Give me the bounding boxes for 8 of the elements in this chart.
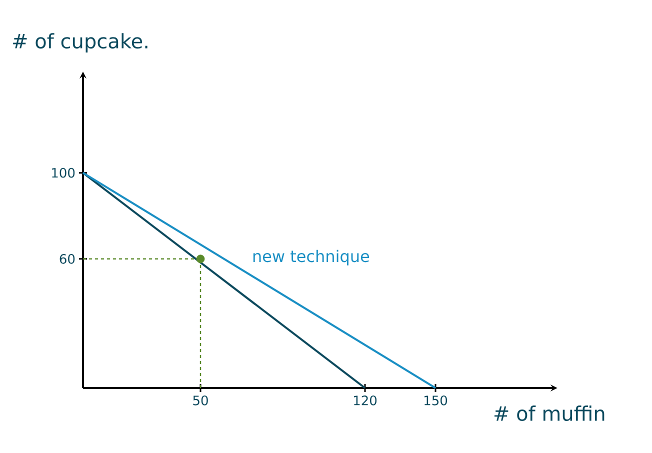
series-label: new technique bbox=[253, 250, 370, 266]
y-axis-title: # of cupcake. bbox=[13, 33, 148, 52]
y-tick-label: 60 bbox=[60, 254, 75, 264]
x-tick-label: 50 bbox=[193, 396, 208, 406]
x-tick-label: 150 bbox=[424, 396, 448, 406]
x-axis-title: # of muffin bbox=[494, 406, 604, 422]
y-tick-label: 100 bbox=[52, 168, 75, 178]
x-tick-label: 120 bbox=[354, 396, 377, 406]
